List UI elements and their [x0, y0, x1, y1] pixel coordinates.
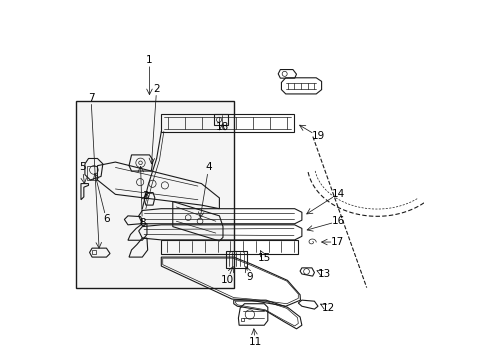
Text: 5: 5: [79, 162, 85, 172]
Text: 17: 17: [330, 237, 344, 247]
Text: 18: 18: [215, 122, 228, 132]
Text: 16: 16: [331, 216, 345, 226]
Text: 6: 6: [103, 215, 109, 224]
Text: 10: 10: [220, 275, 233, 285]
Text: 19: 19: [311, 131, 324, 141]
Text: 15: 15: [257, 253, 270, 263]
Text: 3: 3: [142, 191, 149, 201]
Text: 7: 7: [87, 93, 94, 103]
Text: 4: 4: [205, 162, 211, 172]
Text: 12: 12: [321, 303, 334, 313]
Text: 8: 8: [139, 218, 145, 228]
Text: 2: 2: [153, 84, 160, 94]
Bar: [76, 101, 233, 288]
Text: 14: 14: [331, 189, 345, 199]
Text: 11: 11: [248, 337, 262, 347]
Text: 13: 13: [317, 269, 330, 279]
Text: 1: 1: [146, 55, 152, 65]
Text: 9: 9: [246, 272, 253, 282]
